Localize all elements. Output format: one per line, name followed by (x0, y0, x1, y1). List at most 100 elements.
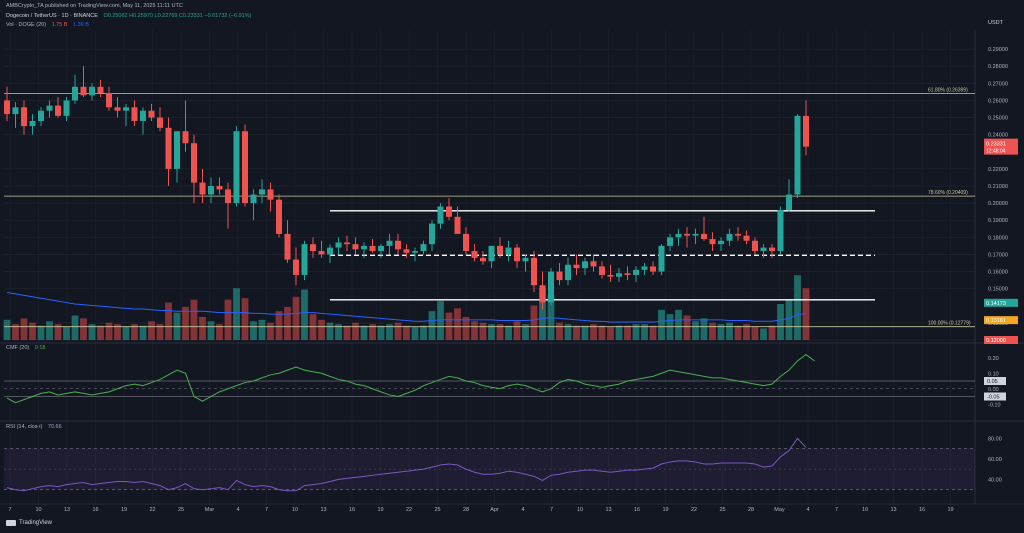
volume-bar (802, 288, 810, 340)
candle-body (327, 247, 333, 255)
candle-body (46, 105, 53, 111)
candle-body (726, 233, 733, 241)
volume-bar (343, 325, 351, 340)
candle-body (403, 249, 410, 253)
x-tick-label: 19 (377, 507, 383, 513)
candle-body (497, 245, 503, 255)
candle-body (488, 245, 495, 262)
tradingview-logo[interactable]: TradingView (6, 520, 52, 526)
x-tick-label: 13 (320, 507, 326, 513)
fib-level-label: 100.00% (0.12779) (928, 321, 971, 327)
fib-level-label: 61.80% (0.26399) (928, 88, 968, 94)
volume-bar (301, 289, 308, 340)
candle-body (573, 264, 580, 269)
candle-body (743, 235, 750, 241)
volume-bar (71, 315, 79, 340)
candle-body (556, 271, 563, 281)
candle-body (361, 245, 367, 250)
rsi-tick-label: 60.00 (988, 457, 1002, 463)
x-tick-label: 22 (149, 507, 155, 513)
volume-bar (250, 321, 257, 340)
candle-body (701, 233, 707, 240)
candle-body (616, 273, 622, 277)
x-tick-label: 4 (236, 507, 239, 513)
y-tick-label: 0.25000 (988, 116, 1008, 122)
rsi-legend-title[interactable]: RSI (14, close) (6, 424, 43, 430)
x-tick-label: Mar (205, 507, 215, 513)
candle-body (505, 247, 512, 255)
volume-legend-title[interactable]: Vol · DOGE (20) (6, 22, 47, 28)
x-tick-label: 25 (178, 507, 184, 513)
candle-body (650, 266, 656, 272)
candle-body (208, 186, 214, 195)
candle-body (590, 261, 597, 267)
candle-body (429, 223, 435, 245)
volume-bar (97, 325, 104, 340)
publisher-line: AMBCrypto_TA published on TradingView.co… (6, 3, 183, 9)
candle-body (675, 233, 682, 238)
x-tick-label: 25 (434, 507, 440, 513)
cmf-legend-title[interactable]: CMF (20) (6, 345, 30, 351)
volume-bar (785, 299, 793, 340)
candle-body (548, 271, 554, 303)
candle-body (667, 237, 673, 246)
volume-bar (760, 328, 767, 340)
volume-bar (335, 324, 342, 340)
candle-body (522, 257, 529, 262)
volume-bar (3, 319, 11, 340)
candle-body (114, 107, 121, 111)
volume-ma-line (6, 291, 807, 323)
candle-body (735, 233, 741, 236)
candle-body (395, 240, 401, 250)
candle-body (293, 259, 299, 275)
x-tick-label: 10 (862, 507, 868, 513)
candle-body (21, 107, 27, 127)
ohlc-values: O0.25062 H0.25970 L0.22769 C0.23331 −0.0… (103, 13, 252, 19)
candle-body (165, 127, 172, 169)
cmf-badge-label: 0.05 (987, 379, 998, 385)
candle-body (191, 143, 197, 183)
y-tick-label: 0.20000 (988, 201, 1008, 207)
volume-bar (522, 324, 529, 340)
rsi-line (6, 437, 807, 492)
candle-body (72, 86, 78, 101)
candle-body (250, 194, 257, 204)
rsi-legend-value: 70.66 (47, 424, 62, 430)
volume-bar (675, 309, 682, 340)
candle-body (446, 206, 452, 217)
candle-body (803, 115, 809, 147)
volume-bar (292, 296, 300, 340)
candle-body (225, 189, 231, 204)
rsi-legend: RSI (14, close) 70.66 (6, 424, 66, 431)
volume-bar (437, 301, 444, 340)
candle-body (658, 245, 665, 272)
candle-body (267, 189, 274, 200)
x-tick-label: 22 (691, 507, 697, 513)
y-tick-label: 0.26000 (988, 98, 1008, 104)
y-tick-label: 0.18000 (988, 235, 1008, 241)
candle-body (480, 257, 486, 262)
candle-body (777, 209, 784, 252)
volume-bar (700, 318, 708, 340)
volume-bar (530, 305, 538, 340)
candle-body (760, 247, 767, 252)
y-tick-label: 0.29000 (988, 47, 1008, 53)
price-badge-label: 0.14173 (986, 301, 1006, 307)
tradingview-brand: TradingView (19, 520, 53, 526)
candle-body (38, 110, 44, 121)
volume-bar (462, 316, 470, 340)
volume-bar (709, 322, 716, 340)
candle-body (684, 233, 690, 236)
volume-bar (88, 324, 96, 340)
cmf-badge (984, 392, 1006, 401)
candle-body (233, 131, 240, 204)
symbol-title[interactable]: Dogecoin / TetherUS · 1D · BINANCE (6, 13, 98, 19)
volume-bar (692, 321, 699, 340)
candle-body (607, 274, 614, 277)
candle-body (794, 115, 801, 195)
currency-label[interactable]: USDT (988, 20, 1003, 26)
candle-body (335, 242, 342, 248)
candle-body (89, 86, 95, 96)
rsi-tick-label: 40.00 (988, 477, 1002, 483)
